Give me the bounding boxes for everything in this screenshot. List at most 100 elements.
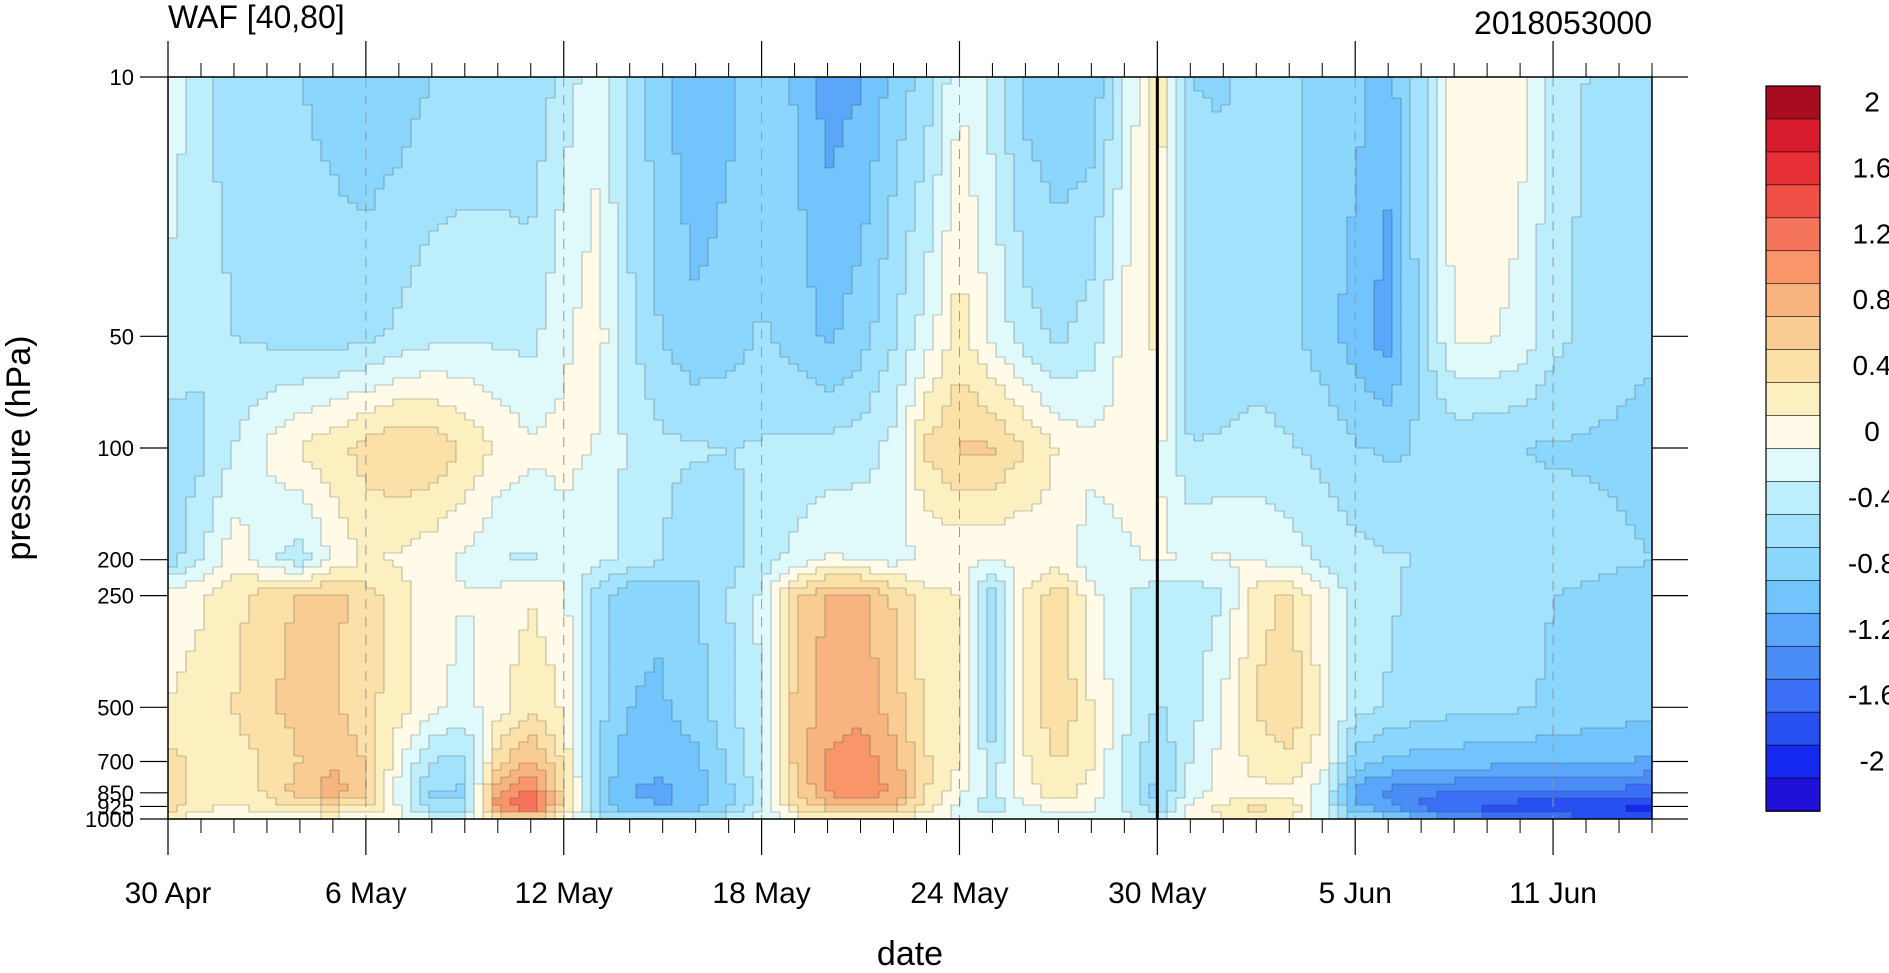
heatmap-cell bbox=[1239, 168, 1249, 176]
heatmap-cell bbox=[1068, 84, 1078, 92]
heatmap-cell bbox=[897, 133, 907, 141]
heatmap-cell bbox=[1266, 182, 1276, 190]
heatmap-cell bbox=[627, 119, 637, 127]
heatmap-cell bbox=[1023, 161, 1033, 169]
heatmap-cell bbox=[1419, 154, 1429, 162]
heatmap-cell bbox=[1464, 140, 1474, 148]
heatmap-cell bbox=[267, 140, 277, 148]
heatmap-cell bbox=[1293, 203, 1303, 211]
heatmap-cell bbox=[231, 224, 241, 232]
heatmap-cell bbox=[1437, 231, 1447, 239]
heatmap-cell bbox=[1482, 154, 1492, 162]
heatmap-cell bbox=[1617, 91, 1627, 99]
heatmap-cell bbox=[735, 105, 745, 113]
heatmap-cell bbox=[816, 196, 826, 204]
heatmap-cell bbox=[1077, 161, 1087, 169]
heatmap-cell bbox=[1185, 175, 1195, 183]
heatmap-cell bbox=[1158, 91, 1168, 99]
heatmap-cell bbox=[762, 245, 772, 253]
heatmap-cell bbox=[1086, 133, 1096, 141]
heatmap-cell bbox=[852, 224, 862, 232]
heatmap-cell bbox=[510, 259, 520, 267]
heatmap-cell bbox=[285, 287, 295, 295]
heatmap-cell bbox=[1212, 203, 1222, 211]
heatmap-cell bbox=[897, 196, 907, 204]
heatmap-cell bbox=[1554, 217, 1564, 225]
heatmap-cell bbox=[798, 119, 808, 127]
heatmap-cell bbox=[987, 77, 997, 85]
heatmap-cell bbox=[663, 91, 673, 99]
heatmap-cell bbox=[501, 126, 511, 134]
heatmap-cell bbox=[1419, 84, 1429, 92]
heatmap-cell bbox=[636, 161, 646, 169]
heatmap-cell bbox=[1176, 98, 1186, 106]
heatmap-cell bbox=[546, 168, 556, 176]
heatmap-cell bbox=[969, 245, 979, 253]
heatmap-cell bbox=[1581, 140, 1591, 148]
heatmap-cell bbox=[1221, 182, 1231, 190]
heatmap-cell bbox=[1113, 147, 1123, 155]
heatmap-cell bbox=[798, 231, 808, 239]
heatmap-cell bbox=[915, 280, 925, 288]
heatmap-cell bbox=[564, 168, 574, 176]
heatmap-cell bbox=[1554, 189, 1564, 197]
heatmap-cell bbox=[1113, 112, 1123, 120]
heatmap-cell bbox=[816, 259, 826, 267]
heatmap-cell bbox=[681, 280, 691, 288]
heatmap-cell bbox=[933, 112, 943, 120]
heatmap-cell bbox=[168, 210, 178, 218]
heatmap-cell bbox=[195, 112, 205, 120]
heatmap-cell bbox=[1095, 84, 1105, 92]
heatmap-cell bbox=[1005, 210, 1015, 218]
heatmap-cell bbox=[1347, 119, 1357, 127]
heatmap-cell bbox=[1158, 189, 1168, 197]
heatmap-cell bbox=[663, 280, 673, 288]
heatmap-cell bbox=[393, 224, 403, 232]
heatmap-cell bbox=[438, 238, 448, 246]
heatmap-cell bbox=[1599, 280, 1609, 288]
heatmap-cell bbox=[924, 77, 934, 85]
heatmap-cell bbox=[870, 175, 880, 183]
heatmap-cell bbox=[231, 287, 241, 295]
heatmap-cell bbox=[1608, 259, 1618, 267]
heatmap-cell bbox=[177, 168, 187, 176]
heatmap-cell bbox=[1599, 126, 1609, 134]
heatmap-cell bbox=[1392, 273, 1402, 281]
heatmap-cell bbox=[1149, 273, 1159, 281]
heatmap-cell bbox=[1536, 273, 1546, 281]
heatmap-cell bbox=[897, 245, 907, 253]
heatmap-cell bbox=[555, 168, 565, 176]
heatmap-cell bbox=[1581, 273, 1591, 281]
heatmap-cell bbox=[1122, 210, 1132, 218]
heatmap-cell bbox=[1050, 238, 1060, 246]
heatmap-cell bbox=[204, 217, 214, 225]
heatmap-cell bbox=[978, 182, 988, 190]
heatmap-cell bbox=[1581, 196, 1591, 204]
heatmap-cell bbox=[870, 77, 880, 85]
heatmap-cell bbox=[393, 91, 403, 99]
heatmap-cell bbox=[681, 112, 691, 120]
heatmap-cell bbox=[1329, 189, 1339, 197]
heatmap-cell bbox=[186, 287, 196, 295]
heatmap-cell bbox=[654, 119, 664, 127]
heatmap-cell bbox=[600, 175, 610, 183]
heatmap-cell bbox=[1545, 161, 1555, 169]
heatmap-cell bbox=[600, 84, 610, 92]
heatmap-cell bbox=[1590, 126, 1600, 134]
heatmap-cell bbox=[411, 231, 421, 239]
heatmap-cell bbox=[1005, 119, 1015, 127]
heatmap-cell bbox=[1194, 175, 1204, 183]
heatmap-cell bbox=[753, 154, 763, 162]
heatmap-cell bbox=[933, 224, 943, 232]
heatmap-cell bbox=[285, 133, 295, 141]
heatmap-cell bbox=[987, 182, 997, 190]
heatmap-cell bbox=[861, 238, 871, 246]
heatmap-cell bbox=[1410, 238, 1420, 246]
heatmap-cell bbox=[1140, 112, 1150, 120]
heatmap-cell bbox=[987, 175, 997, 183]
heatmap-cell bbox=[1014, 84, 1024, 92]
heatmap-cell bbox=[1113, 91, 1123, 99]
heatmap-cell bbox=[1464, 189, 1474, 197]
heatmap-cell bbox=[564, 196, 574, 204]
heatmap-cell bbox=[1581, 280, 1591, 288]
